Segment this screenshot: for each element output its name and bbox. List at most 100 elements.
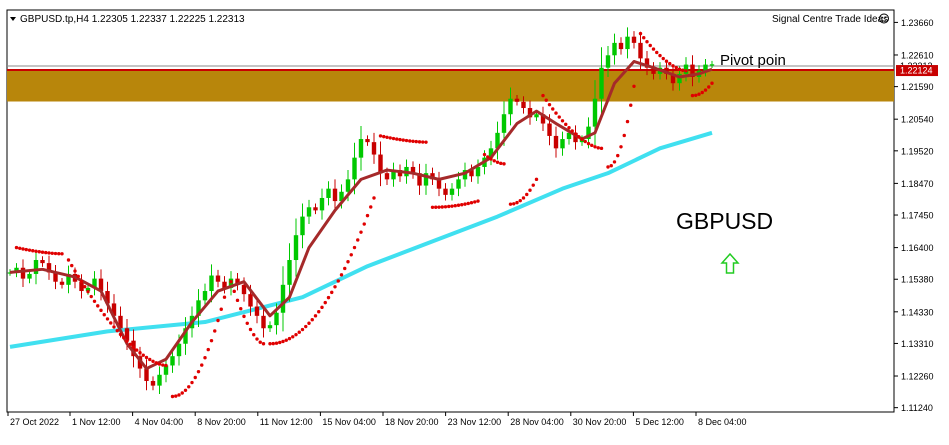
x-tick-label: 8 Nov 20:00 <box>197 417 246 427</box>
candle-bear <box>644 58 650 68</box>
y-tick-label: 1.21590 <box>901 82 934 92</box>
dropdown-triangle-icon[interactable] <box>10 17 16 21</box>
sar-dot <box>651 47 656 51</box>
sar-dot <box>570 129 574 133</box>
sar-dot <box>83 284 87 289</box>
sar-dot <box>209 338 214 343</box>
candle-bear <box>46 263 52 273</box>
candle-bull <box>300 216 305 236</box>
candle-bull <box>183 328 188 344</box>
y-tick-label: 1.22610 <box>901 50 934 60</box>
sar-dot <box>297 330 301 334</box>
sar-dot <box>177 393 181 397</box>
sar-dot <box>203 356 207 360</box>
candle-bull <box>586 126 591 140</box>
sar-dot <box>157 362 162 366</box>
sar-dot <box>255 337 259 341</box>
current-price-tag <box>896 60 936 70</box>
sar-dot <box>34 249 38 253</box>
sar-dot <box>456 203 461 207</box>
y-tick-label: 1.18470 <box>901 179 934 189</box>
candle-bull <box>605 55 611 68</box>
candle-bear <box>20 267 26 279</box>
sar-dot <box>421 140 425 144</box>
sar-dot <box>24 247 28 252</box>
sar-dot <box>14 245 19 250</box>
candle-bull <box>306 207 312 217</box>
sar-dot <box>642 36 646 40</box>
smiley-eye-icon <box>881 16 884 19</box>
sar-dot <box>216 318 220 323</box>
sar-dot <box>300 327 305 332</box>
sar-dot <box>109 321 113 325</box>
sar-dot <box>99 308 103 313</box>
candle-bull <box>508 98 513 115</box>
sar-dot <box>677 67 682 71</box>
sar-dot <box>141 353 145 357</box>
candle-bull <box>267 325 273 329</box>
sar-dot <box>213 329 217 333</box>
candle-bear <box>105 291 110 304</box>
candle-bear <box>410 166 416 174</box>
smiley-eye-icon <box>884 16 887 19</box>
sar-dot <box>697 92 701 96</box>
sar-dot <box>112 325 116 329</box>
candle-bull <box>326 188 331 198</box>
sar-dot <box>219 307 223 311</box>
sar-dot <box>612 160 617 164</box>
ema-fast-line <box>9 59 713 371</box>
y-tick-label: 1.19520 <box>901 146 934 156</box>
x-tick-label: 4 Nov 04:00 <box>135 417 184 427</box>
candle-bull <box>709 64 715 66</box>
sar-dot <box>128 342 132 346</box>
sar-dot <box>492 159 496 163</box>
sar-dot <box>385 135 389 139</box>
sar-dot <box>268 342 272 346</box>
candle-bear <box>235 278 240 285</box>
sar-dot <box>174 394 178 398</box>
candle-bear <box>79 281 84 292</box>
sar-dot <box>411 139 415 144</box>
sar-dot <box>294 332 298 337</box>
candle-bear <box>332 188 338 202</box>
sar-dot <box>151 359 155 363</box>
sar-dot <box>170 394 175 399</box>
sar-dot <box>258 340 262 344</box>
candle-bear <box>254 306 260 316</box>
sar-dot <box>495 160 500 164</box>
candle-bull <box>196 300 201 316</box>
sar-dot <box>252 333 256 337</box>
y-tick-label: 1.12260 <box>901 372 934 382</box>
sar-dot <box>476 199 480 203</box>
candle-bear <box>618 42 624 50</box>
sar-dot <box>369 205 373 209</box>
sar-dot <box>96 304 100 308</box>
pivot-annotation: Pivot poin <box>720 52 786 69</box>
sar-dot <box>515 200 519 205</box>
candle-bear <box>397 170 403 177</box>
candle-bear <box>436 179 442 189</box>
sar-dot <box>183 388 188 392</box>
sar-dot <box>512 202 516 206</box>
sar-dot <box>378 134 383 138</box>
candle-bull <box>319 197 325 211</box>
sar-dot <box>138 351 142 355</box>
x-tick-label: 1 Nov 12:00 <box>72 417 121 427</box>
candle-bear <box>248 294 253 307</box>
candle-bull <box>280 284 286 313</box>
candle-bull <box>599 67 604 99</box>
candle-bear <box>573 132 578 143</box>
sar-dot <box>21 247 25 251</box>
sar-dot <box>544 98 548 102</box>
sar-dot <box>466 201 470 206</box>
x-tick-label: 15 Nov 04:00 <box>322 417 376 427</box>
candles-layer <box>7 27 715 395</box>
sar-dot <box>284 338 288 342</box>
symbol-annotation: GBPUSD <box>676 208 773 234</box>
sar-dot <box>323 300 327 305</box>
sar-dot <box>404 138 409 143</box>
sar-dot <box>222 295 227 299</box>
sar-dot <box>486 155 490 159</box>
sar-dot <box>53 251 58 256</box>
